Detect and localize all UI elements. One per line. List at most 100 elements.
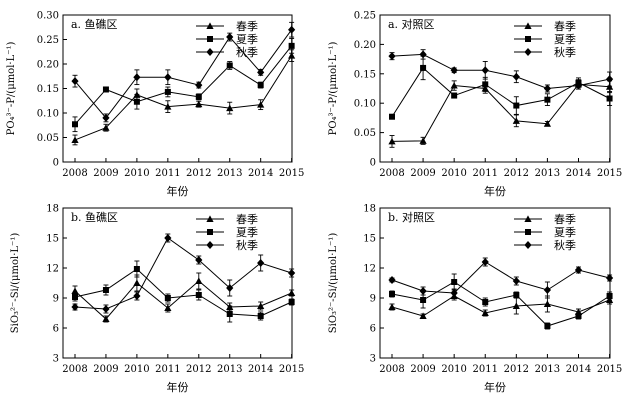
legend-label: 秋季 — [554, 238, 576, 252]
x-tick-label: 2015 — [279, 168, 304, 179]
x-tick-label: 2008 — [62, 364, 87, 375]
y-tick-label: 15 — [46, 234, 59, 245]
diamond-marker — [481, 66, 489, 75]
x-axis-label: 年份 — [167, 184, 189, 198]
x-tick-label: 2014 — [566, 364, 591, 375]
diamond-marker — [226, 33, 234, 42]
triangle-marker — [257, 302, 265, 309]
panel-title: b. 对照区 — [388, 210, 435, 224]
legend-triangle-marker — [206, 22, 214, 29]
diamond-marker — [419, 287, 427, 295]
x-tick-label: 2011 — [155, 364, 180, 375]
series-line — [391, 83, 610, 142]
diamond-marker — [133, 73, 141, 82]
diamond-marker — [388, 52, 396, 61]
y-tick-label: 9 — [370, 294, 376, 305]
legend-label: 夏季 — [554, 33, 576, 46]
series-diamond — [388, 49, 614, 93]
triangle-marker — [543, 120, 552, 127]
square-marker — [389, 113, 395, 120]
series-line — [74, 268, 292, 317]
x-tick-label: 2013 — [217, 364, 242, 375]
legend-label: 秋季 — [554, 45, 576, 59]
series-diamond — [388, 257, 614, 299]
y-axis-label: SiO₃²⁻-Si/(μmol·L⁻¹) — [10, 233, 21, 334]
triangle-marker — [288, 289, 296, 296]
series-diamond — [71, 233, 296, 314]
x-tick-label: 2013 — [217, 168, 242, 179]
diamond-marker — [71, 303, 79, 311]
square-marker — [513, 102, 520, 109]
series-triangle — [71, 272, 296, 323]
diamond-marker — [512, 72, 520, 81]
diamond-marker — [605, 75, 614, 84]
legend-square-marker — [207, 229, 213, 235]
y-axis-label: PO₄³⁻-P/(μmol·L⁻¹) — [6, 41, 17, 135]
panel-a-control: 0 0.05 0.10 0.15 0.20 0.25 2008 2009 2010 2011 201… — [328, 11, 622, 199]
legend-label: 秋季 — [236, 45, 258, 59]
triangle-marker — [288, 52, 296, 59]
x-tick-label: 2011 — [155, 168, 180, 179]
diamond-marker — [226, 284, 234, 292]
square-marker — [451, 92, 458, 99]
diamond-marker — [257, 259, 265, 267]
square-marker — [257, 82, 264, 89]
x-tick-label: 2009 — [93, 364, 118, 375]
series-square — [72, 260, 295, 323]
square-marker — [226, 311, 233, 317]
triangle-marker — [195, 100, 203, 108]
square-marker — [606, 293, 613, 299]
triangle-marker — [164, 304, 172, 311]
legend-label: 春季 — [236, 20, 258, 33]
triangle-marker — [257, 101, 265, 108]
series-line — [391, 295, 610, 317]
x-tick-label: 2014 — [566, 168, 591, 179]
x-tick-label: 2009 — [93, 168, 118, 179]
diamond-marker — [574, 81, 583, 90]
panel-title: a. 鱼礁区 — [71, 17, 118, 31]
square-marker — [257, 313, 264, 319]
diamond-marker — [543, 286, 552, 294]
y-axis-label: SiO₃²⁻-Si/(μmol·L⁻¹) — [328, 233, 339, 334]
series-line — [74, 29, 293, 119]
square-marker — [575, 313, 582, 319]
diamond-marker — [164, 73, 172, 82]
panel-title: a. 对照区 — [388, 17, 435, 31]
panel-title: b. 鱼礁区 — [71, 210, 118, 224]
series-line — [74, 45, 293, 125]
square-marker — [482, 299, 489, 305]
series-line — [74, 237, 292, 310]
square-marker — [482, 81, 489, 88]
triangle-marker — [102, 315, 110, 322]
triangle-marker — [419, 312, 427, 319]
series-square — [72, 38, 295, 133]
triangle-marker — [450, 81, 458, 89]
triangle-marker — [388, 303, 396, 310]
series-line — [391, 261, 610, 294]
x-tick-label: 2010 — [441, 168, 466, 179]
square-marker — [72, 294, 78, 300]
square-marker — [451, 279, 458, 285]
diamond-marker — [133, 292, 141, 300]
legend-label: 夏季 — [236, 33, 258, 46]
square-marker — [102, 287, 109, 293]
panel-a-reef: 0 0.05 0.10 0.15 0.20 0.25 0.30 2008 2009 2010 201… — [6, 11, 304, 199]
x-tick-label: 2009 — [410, 364, 435, 375]
legend-diamond-marker — [524, 241, 532, 249]
x-axis-label: 年份 — [484, 184, 506, 198]
legend-label: 春季 — [236, 213, 258, 226]
y-tick-label: 12 — [46, 264, 59, 275]
diamond-marker — [195, 256, 203, 264]
square-marker — [72, 121, 78, 128]
y-axis-label: PO₄³⁻-P/(μmol·L⁻¹) — [328, 41, 339, 135]
square-marker — [606, 95, 613, 102]
plot-frame — [62, 207, 293, 359]
triangle-marker — [543, 300, 552, 307]
panel-b-reef: 3 6 9 12 15 18 2008 2009 2010 2011 2012 2013 2014 201… — [10, 204, 304, 395]
y-tick-label: 0.15 — [37, 84, 59, 95]
legend-square-marker — [525, 36, 531, 42]
series-square — [389, 273, 613, 330]
y-tick-label: 12 — [363, 264, 376, 275]
square-marker — [195, 93, 202, 100]
